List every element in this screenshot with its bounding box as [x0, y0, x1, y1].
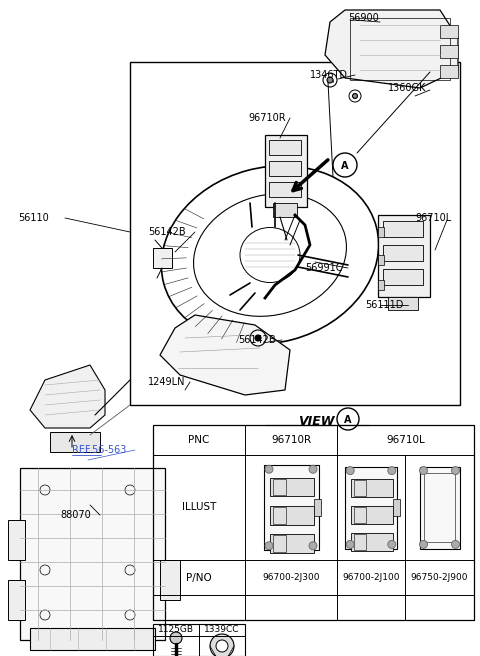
Text: P/NO: P/NO — [186, 573, 212, 583]
Bar — [440, 45, 458, 58]
Bar — [270, 506, 314, 525]
Bar — [153, 624, 245, 656]
Text: 56110: 56110 — [18, 213, 49, 223]
Bar — [354, 534, 366, 550]
Bar — [314, 499, 321, 516]
Circle shape — [309, 542, 317, 550]
Text: 88070: 88070 — [60, 510, 91, 520]
Bar — [354, 480, 366, 496]
Circle shape — [265, 542, 273, 550]
Text: 56142B: 56142B — [148, 227, 186, 237]
Circle shape — [309, 465, 317, 473]
Bar — [273, 203, 297, 217]
Circle shape — [388, 541, 396, 548]
Bar — [350, 18, 450, 80]
Bar — [274, 479, 286, 495]
Polygon shape — [325, 10, 458, 88]
Bar — [351, 533, 393, 551]
Bar — [274, 535, 286, 552]
Circle shape — [170, 632, 182, 644]
Bar — [351, 479, 393, 497]
Circle shape — [452, 466, 459, 474]
Text: 96750-2J900: 96750-2J900 — [411, 573, 468, 582]
Bar — [269, 182, 301, 197]
Circle shape — [452, 541, 459, 548]
Text: 56900: 56900 — [348, 13, 379, 23]
Text: PNC: PNC — [188, 435, 210, 445]
Bar — [383, 269, 423, 285]
Bar — [440, 65, 458, 78]
Text: 96710R: 96710R — [271, 435, 311, 445]
Bar — [351, 506, 393, 524]
Bar — [20, 468, 165, 640]
Bar — [153, 425, 474, 620]
Bar — [378, 255, 384, 265]
Circle shape — [265, 465, 273, 473]
Text: A: A — [344, 415, 352, 425]
Bar — [383, 245, 423, 261]
Circle shape — [420, 541, 428, 548]
Bar — [420, 466, 459, 548]
Circle shape — [327, 77, 333, 83]
Text: VIEW: VIEW — [298, 415, 335, 428]
Circle shape — [210, 634, 234, 656]
Bar — [345, 466, 397, 548]
Text: 96710R: 96710R — [248, 113, 286, 123]
Bar — [424, 473, 455, 542]
Bar — [153, 248, 172, 268]
Bar — [440, 25, 458, 38]
Text: 96700-2J100: 96700-2J100 — [342, 573, 400, 582]
Bar — [50, 432, 100, 452]
Bar — [354, 507, 366, 523]
Bar — [269, 161, 301, 176]
Bar — [130, 62, 460, 405]
Bar — [264, 465, 319, 550]
Bar — [378, 280, 384, 290]
Polygon shape — [160, 315, 290, 395]
Text: 1346TD: 1346TD — [310, 70, 348, 80]
Bar — [270, 534, 314, 552]
Bar — [8, 520, 25, 560]
Bar — [270, 478, 314, 497]
Bar — [265, 135, 307, 207]
Text: 1125GB: 1125GB — [158, 626, 194, 634]
Text: A: A — [341, 161, 349, 171]
Text: 56142B: 56142B — [238, 335, 276, 345]
Text: 1339CC: 1339CC — [204, 626, 240, 634]
Bar — [274, 507, 286, 523]
Text: 1360GK: 1360GK — [388, 83, 426, 93]
Circle shape — [346, 541, 354, 548]
Bar — [269, 140, 301, 155]
Circle shape — [346, 466, 354, 474]
Circle shape — [352, 94, 358, 98]
Text: ILLUST: ILLUST — [182, 502, 216, 512]
Circle shape — [216, 640, 228, 652]
Text: 56111D: 56111D — [365, 300, 403, 310]
Bar — [160, 560, 180, 600]
Text: 1249LN: 1249LN — [148, 377, 185, 387]
Bar — [393, 499, 399, 516]
Text: 96700-2J300: 96700-2J300 — [262, 573, 320, 582]
Bar — [30, 628, 155, 650]
Polygon shape — [30, 365, 105, 428]
Circle shape — [420, 466, 428, 474]
Bar — [8, 580, 25, 620]
Circle shape — [255, 335, 261, 341]
Bar — [388, 297, 418, 310]
Bar — [378, 227, 384, 237]
Bar — [383, 221, 423, 237]
Bar — [378, 215, 430, 297]
Text: 96710L: 96710L — [386, 435, 425, 445]
Circle shape — [388, 466, 396, 474]
Text: 56991C: 56991C — [305, 263, 343, 273]
Text: REF.56-563: REF.56-563 — [72, 445, 126, 455]
Text: 96710L: 96710L — [415, 213, 451, 223]
